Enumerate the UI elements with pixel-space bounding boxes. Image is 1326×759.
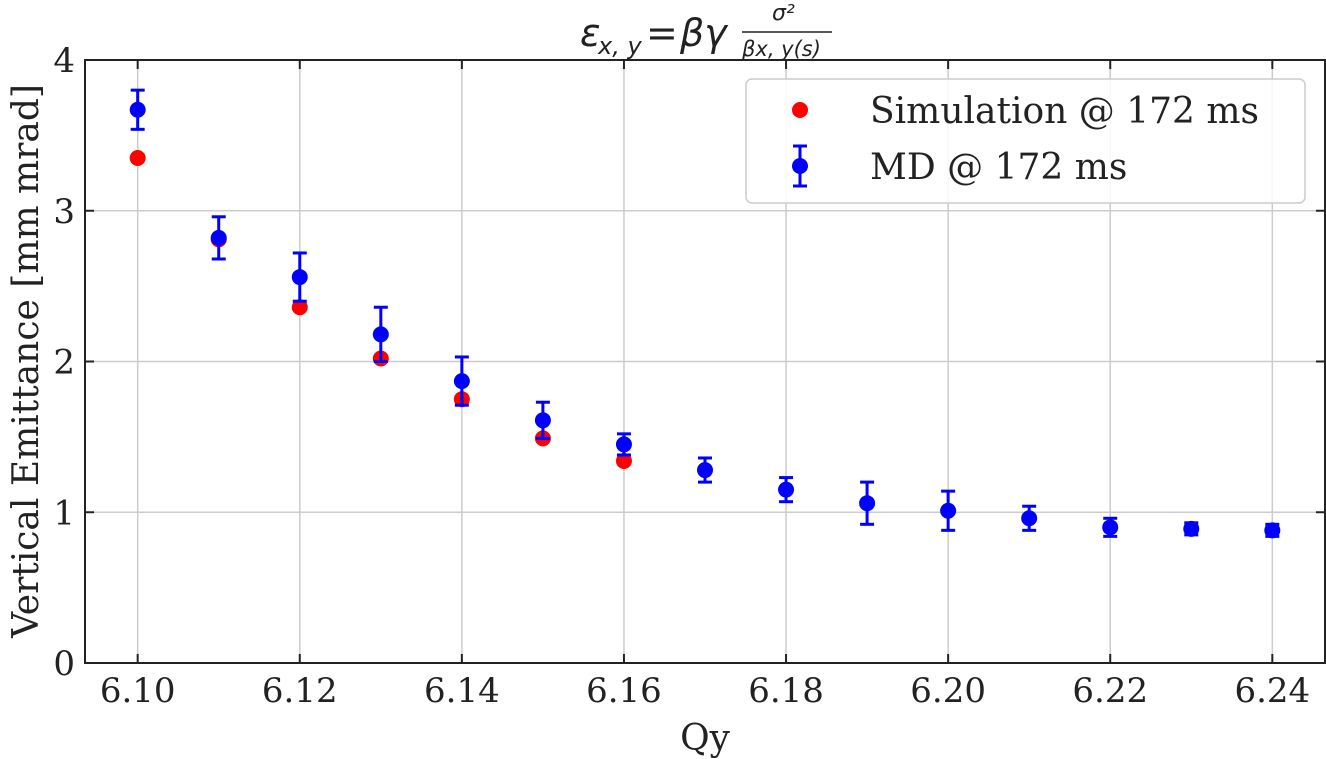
md-point	[615, 436, 632, 453]
md-point	[697, 462, 713, 479]
svg-text:βγ: βγ	[679, 11, 729, 55]
md-point	[1021, 510, 1038, 527]
md-point	[210, 229, 227, 246]
legend: Simulation @ 172 ms MD @ 172 ms	[745, 78, 1306, 204]
md-point	[291, 269, 308, 286]
axes: 6.10 6.12 6.14 6.16 6.18 6.20 6.22 6.24 0 1 2 3 4	[53, 41, 1326, 711]
legend-marker-md	[792, 144, 808, 188]
x-tick-label: 6.14	[424, 671, 500, 711]
y-tick-label: 3	[53, 192, 75, 232]
legend-frame	[745, 78, 1306, 204]
legend-label-md: MD @ 172 ms	[870, 147, 1127, 188]
x-tick-label: 6.16	[586, 671, 662, 711]
y-tick-label: 2	[53, 343, 75, 383]
x-tick-label: 6.12	[262, 671, 338, 711]
simulation-point	[291, 299, 308, 316]
x-axis-label: Qy	[680, 718, 731, 759]
md-point	[940, 502, 957, 519]
y-tick-label: 4	[53, 41, 75, 81]
x-tick-label: 6.18	[748, 671, 824, 711]
svg-text:σ²: σ²	[772, 1, 795, 26]
md-point	[534, 412, 551, 429]
svg-text:=: =	[646, 11, 678, 55]
plot-area	[129, 88, 1281, 539]
md-point	[1264, 522, 1281, 539]
simulation-point	[129, 149, 146, 166]
chart-title: ε x, y = βγ σ² βx, y(s)	[580, 1, 832, 61]
y-tick-label: 1	[53, 493, 75, 533]
svg-text:x, y: x, y	[597, 32, 642, 60]
md-point	[129, 101, 146, 118]
simulation-point	[615, 452, 632, 469]
x-tick-label: 6.22	[1072, 671, 1148, 711]
y-tick-label: 0	[53, 644, 75, 684]
md-point	[778, 481, 795, 498]
x-tick-label: 6.20	[910, 671, 986, 711]
svg-text:βx, y(s): βx, y(s)	[741, 37, 821, 61]
md-point	[1102, 519, 1119, 536]
x-tick-label: 6.24	[1234, 671, 1310, 711]
md-point	[453, 373, 470, 390]
md-point	[859, 495, 876, 512]
legend-label-simulation: Simulation @ 172 ms	[870, 91, 1259, 132]
md-point	[372, 326, 389, 343]
md-point	[1183, 520, 1200, 537]
legend-marker-simulation	[792, 102, 808, 118]
svg-text:ε: ε	[580, 11, 601, 55]
y-axis-label: Vertical Emittance [mm mrad]	[6, 84, 47, 639]
x-tick-label: 6.10	[100, 671, 176, 711]
